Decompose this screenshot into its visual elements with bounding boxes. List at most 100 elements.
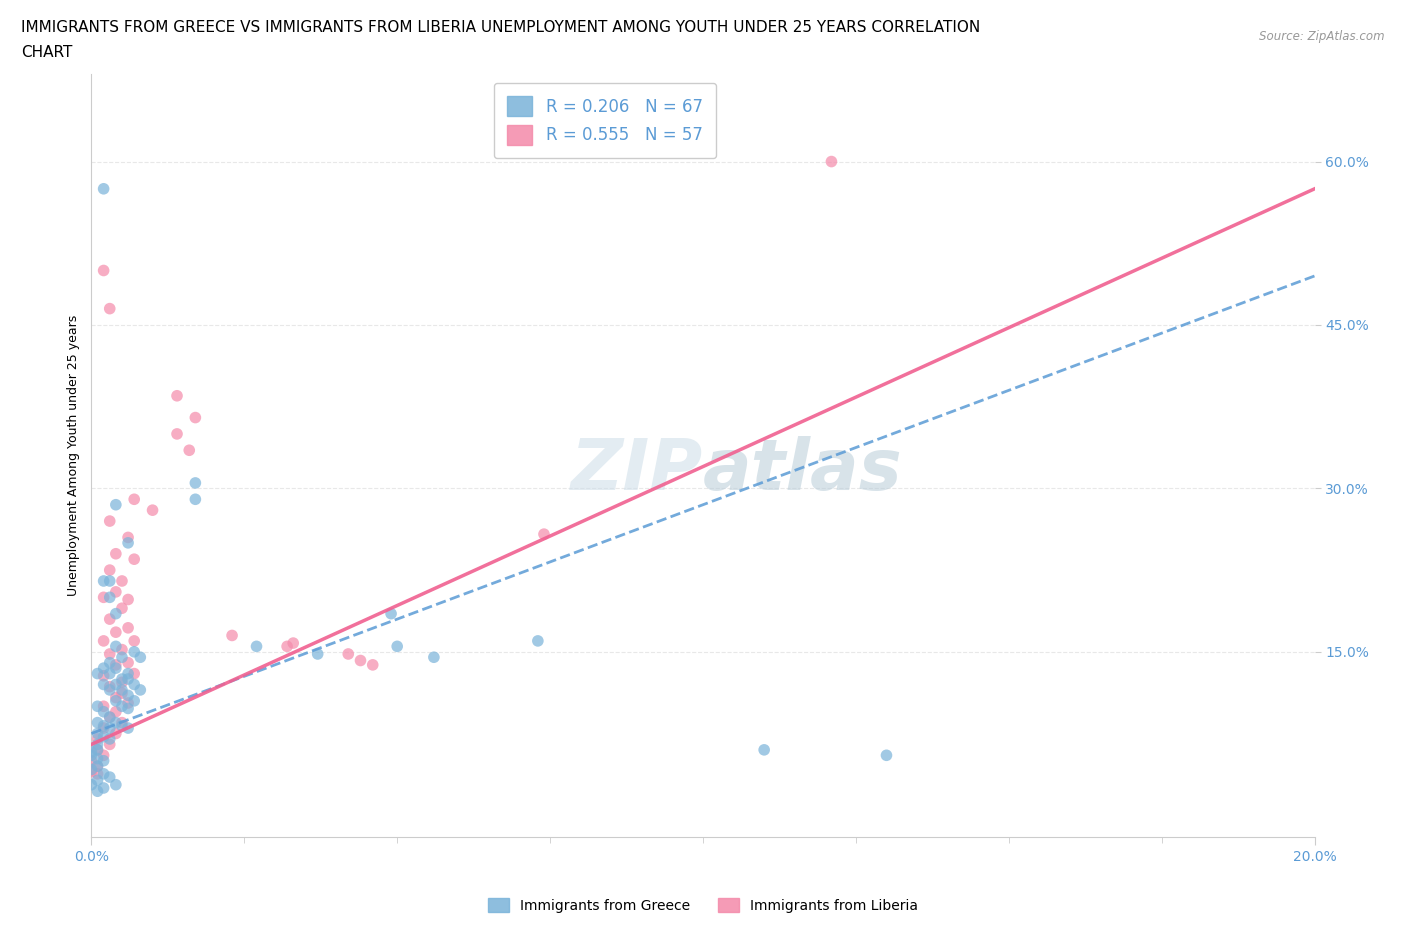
Point [122,551,145,566]
Point [423,650,446,665]
Point [98,612,121,627]
Point [93,669,115,684]
Text: ZIP: ZIP [571,436,703,505]
Point [104,690,127,705]
Point [122,644,145,659]
Point [86,766,108,781]
Point [533,526,555,541]
Point [80,748,103,763]
Point [98,679,121,694]
Point [80,764,103,779]
Point [122,633,145,648]
Point [276,639,298,654]
Point [86,773,108,788]
Point [98,666,121,681]
Point [98,732,121,747]
Point [184,475,207,490]
Point [122,677,145,692]
Point [117,696,139,711]
Point [117,656,139,671]
Point [98,301,121,316]
Point [86,742,108,757]
Point [184,410,207,425]
Point [122,666,145,681]
Legend: R = 0.206   N = 67, R = 0.555   N = 57: R = 0.206 N = 67, R = 0.555 N = 57 [494,83,716,158]
Point [111,698,134,713]
Point [98,656,121,671]
Point [98,574,121,589]
Point [754,742,776,757]
Point [820,154,842,169]
Point [98,563,121,578]
Point [104,584,127,599]
Point [141,503,163,518]
Point [98,737,121,751]
Point [93,633,115,648]
Point [361,658,384,672]
Point [104,639,127,654]
Point [184,492,207,507]
Point [93,590,115,604]
Point [93,719,115,734]
Point [93,677,115,692]
Point [98,646,121,661]
Point [93,660,115,675]
Point [80,762,103,777]
Point [86,732,108,747]
Point [117,536,139,551]
Point [349,653,371,668]
Point [93,698,115,713]
Point [104,546,127,561]
Point [98,721,121,736]
Point [166,389,188,404]
Point [111,574,134,589]
Point [98,710,121,724]
Text: Source: ZipAtlas.com: Source: ZipAtlas.com [1260,30,1385,43]
Point [283,635,305,650]
Point [86,715,108,730]
Point [104,606,127,621]
Point [117,592,139,607]
Point [98,683,121,698]
Point [86,751,108,766]
Point [86,759,108,774]
Point [98,590,121,604]
Point [117,530,139,545]
Point [93,729,115,744]
Legend: Immigrants from Greece, Immigrants from Liberia: Immigrants from Greece, Immigrants from … [482,893,924,919]
Point [111,683,134,698]
Point [86,742,108,757]
Point [93,766,115,781]
Point [93,181,115,196]
Point [86,759,108,774]
Point [93,574,115,589]
Point [117,620,139,635]
Text: IMMIGRANTS FROM GREECE VS IMMIGRANTS FROM LIBERIA UNEMPLOYMENT AMONG YOUTH UNDER: IMMIGRANTS FROM GREECE VS IMMIGRANTS FRO… [21,20,980,35]
Point [166,427,188,442]
Point [104,677,127,692]
Point [307,646,329,661]
Point [111,685,134,700]
Point [93,753,115,768]
Point [104,658,127,672]
Point [86,726,108,741]
Point [86,666,108,681]
Point [111,601,134,616]
Point [104,625,127,640]
Point [98,770,121,785]
Point [122,492,145,507]
Point [129,683,152,698]
Point [104,498,127,512]
Point [122,694,145,709]
Point [80,777,103,792]
Y-axis label: Unemployment Among Youth under 25 years: Unemployment Among Youth under 25 years [67,315,80,596]
Point [104,694,127,709]
Point [93,748,115,763]
Point [111,643,134,658]
Point [117,701,139,716]
Point [104,704,127,719]
Point [117,666,139,681]
Point [179,443,201,458]
Point [875,748,898,763]
Point [104,777,127,792]
